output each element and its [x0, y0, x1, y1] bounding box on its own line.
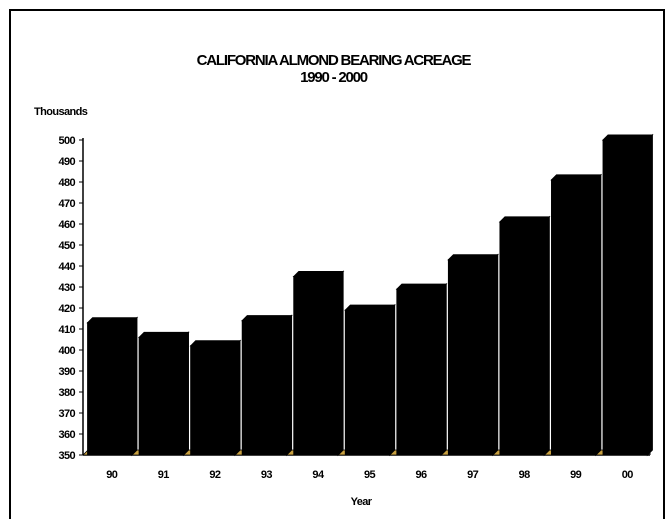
x-tick-label: 93: [261, 469, 273, 481]
x-tick-label: 91: [158, 469, 170, 481]
bar-top: [86, 317, 139, 324]
bar-side: [595, 173, 602, 457]
bar: [190, 345, 236, 456]
x-tick-label: 96: [416, 469, 428, 481]
bar-side: [131, 316, 138, 457]
y-tick-label: 370: [58, 408, 75, 420]
bar-top: [137, 331, 190, 338]
y-tick-label: 450: [58, 240, 75, 252]
y-tick-label: 400: [58, 345, 75, 357]
y-axis-ticks: 350 360 370 380 390 400 410 420 430 440 450 460 470 4…: [58, 135, 83, 462]
x-tick-label: 97: [467, 469, 479, 481]
y-tick-label: 490: [58, 156, 75, 168]
bar-top: [344, 304, 396, 311]
y-tick-label: 480: [58, 177, 75, 189]
y-unit-label: Thousands: [34, 106, 88, 118]
bar-top: [601, 134, 654, 141]
y-tick-label: 410: [58, 324, 75, 336]
bar: [87, 322, 133, 456]
x-tick-label: 94: [312, 469, 325, 481]
y-tick-label: 350: [58, 450, 75, 462]
chart-title: CALIFORNIA ALMOND BEARING ACREAGE 1990 -…: [0, 52, 667, 86]
bar-top: [189, 340, 242, 347]
bar-top: [241, 315, 293, 322]
x-tick-label: 99: [570, 469, 582, 481]
bar-top: [550, 174, 603, 181]
bar-side: [492, 253, 499, 457]
bar-side: [337, 270, 344, 457]
y-tick-label: 500: [58, 135, 75, 147]
x-axis-ticks: 90 91 92 93 94 95 96 97 98 99 00: [106, 469, 634, 481]
bar-side: [389, 303, 396, 457]
bar: [447, 259, 494, 456]
bar: [138, 336, 184, 456]
y-tick-label: 420: [58, 303, 75, 315]
y-tick-label: 460: [58, 219, 75, 231]
x-tick-label: 92: [209, 469, 221, 481]
bar: [344, 309, 391, 456]
y-tick-label: 380: [58, 387, 75, 399]
chart-frame: [9, 9, 665, 519]
x-tick-label: 98: [519, 469, 531, 481]
bar: [551, 179, 597, 456]
bar: [499, 221, 545, 456]
bar: [293, 276, 339, 456]
x-tick-label: 95: [364, 469, 376, 481]
bar-side: [234, 339, 241, 457]
bar: [602, 139, 648, 456]
bar-top: [447, 254, 499, 261]
bars: [86, 133, 654, 457]
x-axis-label: Year: [351, 496, 373, 508]
bar-side: [543, 215, 550, 457]
bar: [396, 288, 442, 456]
y-tick-label: 470: [58, 198, 75, 210]
bar-side: [646, 133, 653, 457]
bar-top: [395, 283, 448, 290]
x-tick-label: 90: [106, 469, 118, 481]
bar-top: [292, 271, 345, 277]
bar-side: [440, 282, 447, 457]
bar-side: [182, 331, 189, 457]
chart-title-line1: CALIFORNIA ALMOND BEARING ACREAGE: [196, 52, 472, 69]
y-tick-label: 430: [58, 282, 75, 294]
bar-top: [498, 216, 551, 223]
chart-subtitle: 1990 - 2000: [300, 69, 368, 86]
bar-side: [286, 314, 293, 457]
y-tick-label: 360: [58, 429, 75, 441]
x-tick-label: 00: [622, 469, 634, 481]
y-tick-label: 390: [58, 366, 75, 378]
bar: [241, 320, 288, 456]
y-tick-label: 440: [58, 261, 75, 273]
